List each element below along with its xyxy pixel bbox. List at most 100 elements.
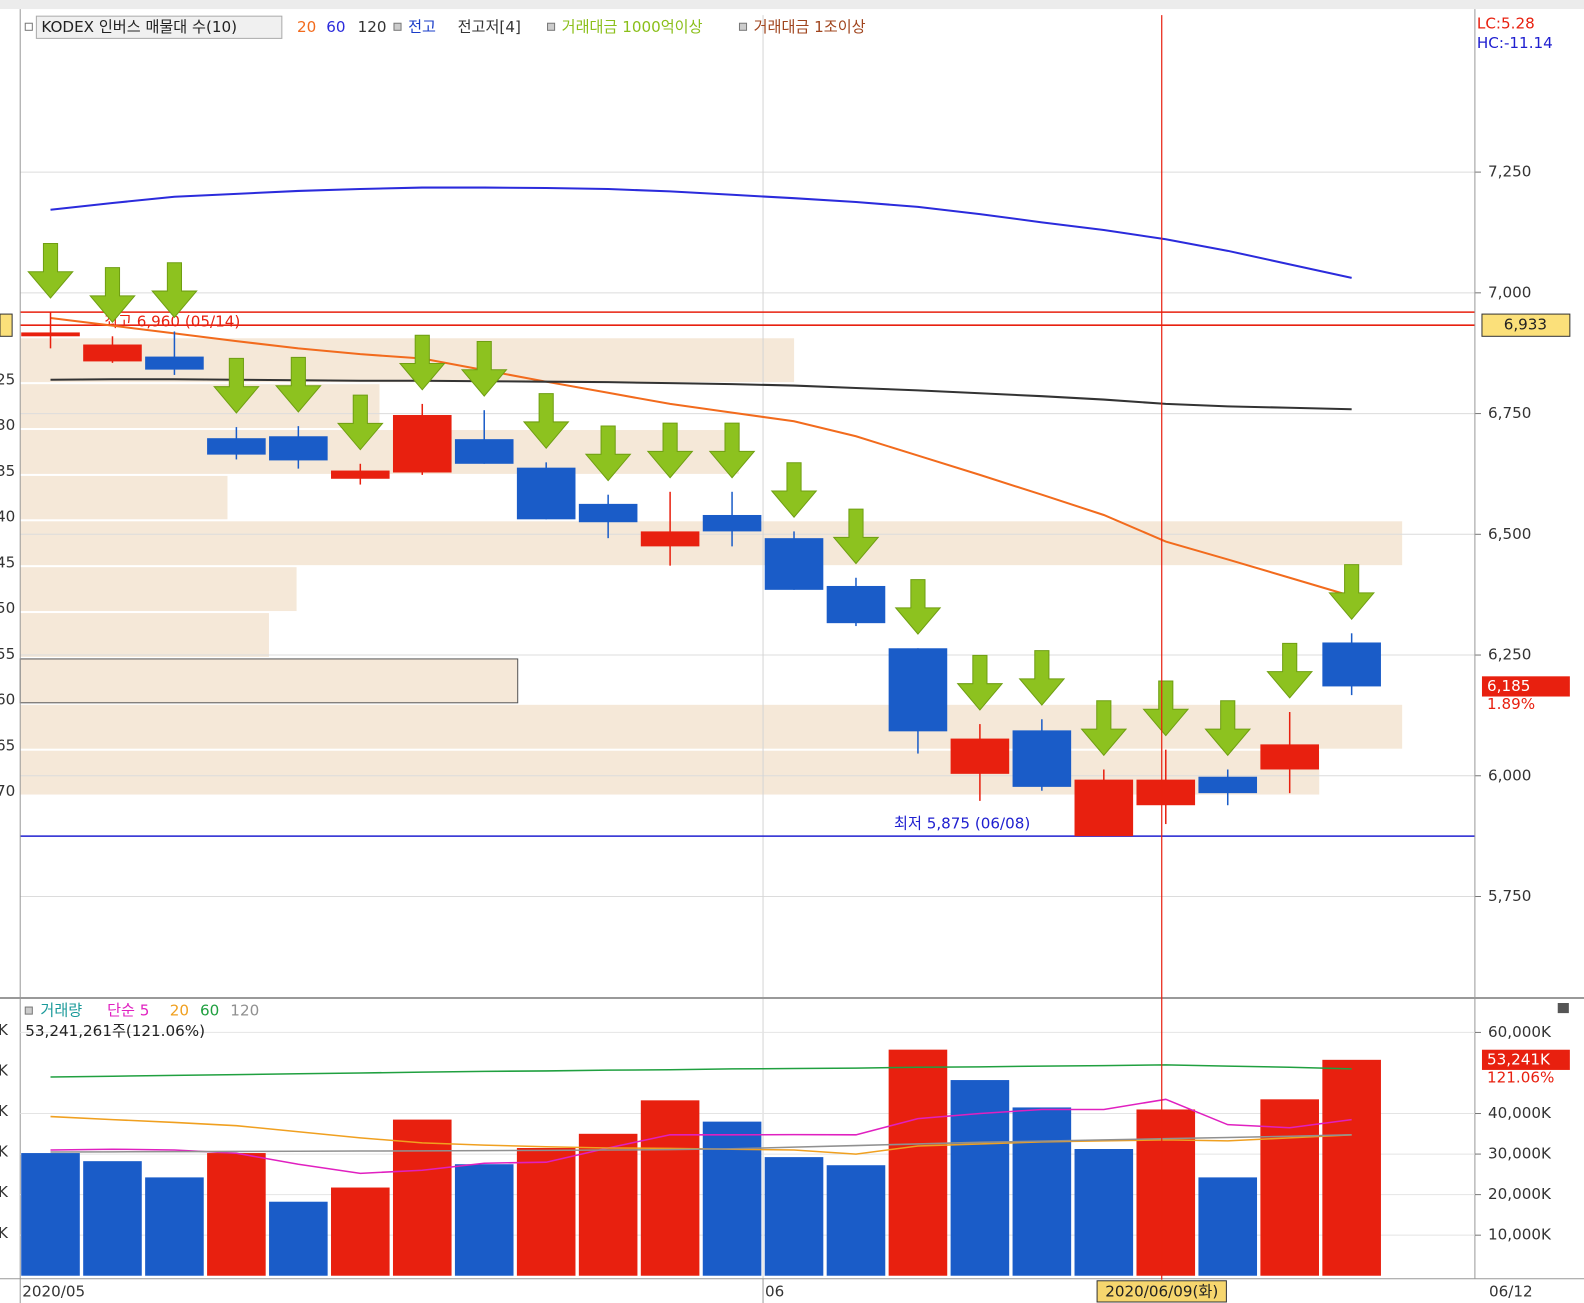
left-edge-label: 65 <box>0 736 15 754</box>
volume-bar <box>1012 1107 1072 1276</box>
legend-entry: 20 <box>297 18 316 36</box>
last-volume-label: 53,241K <box>1487 1050 1551 1068</box>
candle-body <box>1012 730 1072 787</box>
volume-bar <box>1322 1059 1381 1276</box>
candle-body <box>578 503 638 523</box>
signal-arrow <box>89 267 136 323</box>
signal-arrow <box>646 422 694 479</box>
signal-arrow <box>770 462 818 519</box>
reference-label: 6,933 <box>1504 316 1547 334</box>
volume-bar <box>83 1161 142 1276</box>
x-tick-label: 2020/05 <box>22 1282 85 1300</box>
legend-entry: 120 <box>358 18 387 36</box>
signal-arrow <box>708 422 756 479</box>
volume-bar <box>331 1187 390 1276</box>
legend-icon <box>738 22 748 31</box>
signal-arrow <box>151 262 198 319</box>
volume-bar <box>516 1147 576 1276</box>
candle-body <box>1136 779 1196 806</box>
volume-profile-band <box>20 475 228 520</box>
last-price-change: 1.89% <box>1487 695 1535 713</box>
right-axis-strip <box>1474 9 1584 1303</box>
reference-label-box <box>1481 313 1571 337</box>
y-tick-label: 7,250 <box>1488 163 1531 181</box>
volume-profile-band <box>20 384 380 429</box>
signal-arrow <box>460 340 508 397</box>
moving-average-line <box>50 186 1352 279</box>
volume-bar <box>269 1201 328 1276</box>
left-edge-label: K <box>0 1021 9 1039</box>
y-tick-label: 40,000K <box>1488 1104 1552 1122</box>
signal-arrow <box>832 508 880 565</box>
left-edge-label: K <box>0 1143 9 1161</box>
top-toolbar <box>0 0 1584 10</box>
left-edge-label: 60 <box>0 691 15 709</box>
signal-arrow <box>1266 642 1314 699</box>
left-edge-label: 40 <box>0 508 15 526</box>
stat-label: LC:5.28 <box>1477 15 1535 33</box>
candle-body <box>1322 642 1381 687</box>
candle-body <box>392 415 452 473</box>
candle-body <box>83 344 142 362</box>
volume-info: 53,241,261주(121.06%) <box>25 1022 205 1040</box>
last-volume-box <box>1481 1049 1570 1070</box>
volume-bar <box>950 1080 1010 1276</box>
signal-arrow <box>1328 564 1375 620</box>
candle-body <box>702 514 762 532</box>
candle-body <box>950 738 1010 774</box>
legend-icon <box>24 22 33 31</box>
candle-body <box>516 467 576 520</box>
volume-bar <box>145 1177 204 1276</box>
volume-bar <box>578 1133 638 1276</box>
low-marker-label: 최저 5,875 (06/08) <box>894 815 1030 833</box>
volume-bar <box>1136 1109 1196 1276</box>
candle-body <box>826 585 886 624</box>
volume-bar <box>640 1100 700 1276</box>
x-tick-label: 06 <box>765 1282 784 1300</box>
left-edge-label: 70 <box>0 782 15 800</box>
volume-profile-band <box>20 704 1403 749</box>
signal-arrow <box>1142 680 1190 737</box>
left-edge-label: K <box>0 1061 9 1079</box>
candle-body <box>888 648 948 732</box>
left-edge-label: 30 <box>0 416 15 434</box>
left-reference-box <box>0 313 13 337</box>
volume-moving-average <box>50 1098 1352 1175</box>
y-tick-label: 60,000K <box>1488 1023 1552 1041</box>
signal-arrow <box>213 357 260 414</box>
volume-moving-average <box>50 1134 1352 1153</box>
legend-title-box <box>35 15 283 39</box>
volume-bar <box>207 1153 266 1276</box>
legend-entry: 60 <box>200 1002 219 1020</box>
high-marker-label: 최고 6,960 (05/14) <box>104 313 240 331</box>
left-edge-label: 35 <box>0 462 15 480</box>
signal-arrow <box>336 394 384 451</box>
x-axis-strip <box>0 1278 1584 1303</box>
moving-average-line <box>50 378 1352 411</box>
left-edge-label: K <box>0 1183 9 1201</box>
crosshair-label-box <box>1096 1280 1227 1303</box>
y-tick-label: 5,750 <box>1488 887 1531 905</box>
legend-entry: 120 <box>230 1002 259 1020</box>
legend-entry: 전고 <box>408 18 436 36</box>
signal-arrow <box>1204 700 1252 757</box>
candle-body <box>269 436 328 461</box>
left-edge-label: 45 <box>0 553 15 571</box>
candle-body <box>1260 744 1319 770</box>
volume-bar <box>764 1157 824 1276</box>
legend-icon <box>393 22 402 31</box>
candle-body <box>207 438 266 455</box>
volume-bar <box>1198 1177 1258 1276</box>
volume-bar <box>702 1121 762 1276</box>
y-tick-label: 30,000K <box>1488 1145 1552 1163</box>
panel-button <box>1557 1003 1569 1014</box>
candle-body <box>145 356 204 370</box>
moving-average-line <box>50 316 1352 598</box>
volume-bar <box>1260 1099 1319 1276</box>
legend-entry: 전고저[4] <box>458 18 521 36</box>
signal-arrow <box>1018 650 1066 706</box>
left-edge-label: K <box>0 1224 9 1242</box>
y-tick-label: 6,250 <box>1488 646 1531 664</box>
